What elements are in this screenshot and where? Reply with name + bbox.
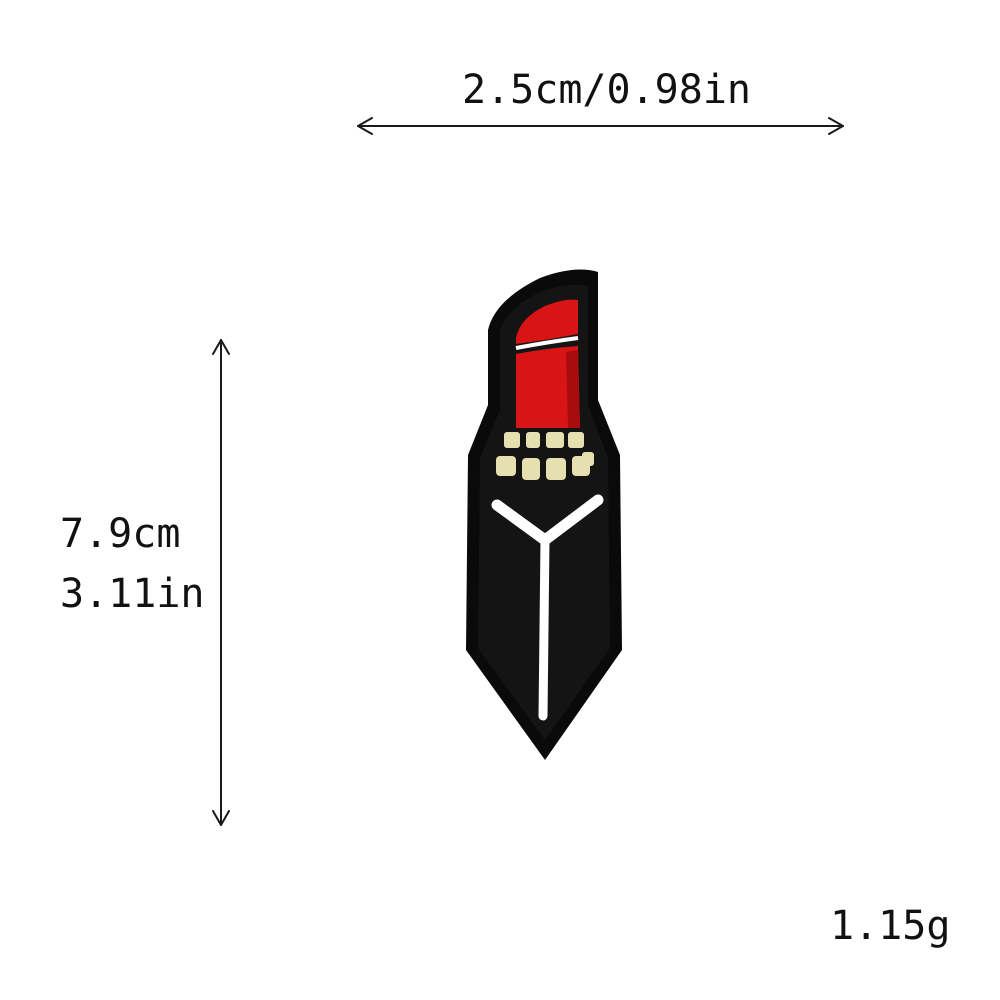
- height-cm-label: 7.9cm: [60, 511, 181, 557]
- width-dimension-text: 2.5cm/0.98in: [462, 67, 751, 113]
- weight-label: 1.15g: [830, 903, 951, 949]
- height-in-label: 3.11in: [60, 571, 205, 617]
- width-arrow-icon: [357, 117, 844, 135]
- height-arrow-icon: [212, 339, 230, 826]
